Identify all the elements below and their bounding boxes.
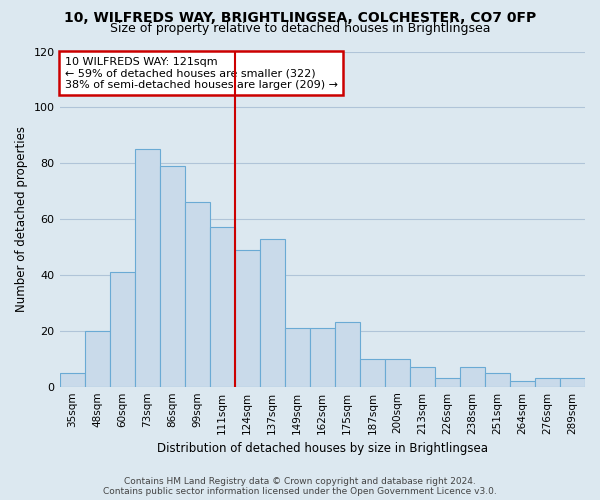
Bar: [209, 228, 235, 386]
Text: Contains HM Land Registry data © Crown copyright and database right 2024.
Contai: Contains HM Land Registry data © Crown c…: [103, 476, 497, 496]
Bar: [185, 202, 209, 386]
Bar: [410, 367, 435, 386]
Bar: [160, 166, 185, 386]
Bar: [310, 328, 335, 386]
Bar: [59, 372, 85, 386]
Text: 10, WILFREDS WAY, BRIGHTLINGSEA, COLCHESTER, CO7 0FP: 10, WILFREDS WAY, BRIGHTLINGSEA, COLCHES…: [64, 11, 536, 25]
Bar: [134, 150, 160, 386]
Bar: [110, 272, 134, 386]
Bar: [360, 358, 385, 386]
Bar: [435, 378, 460, 386]
Bar: [510, 381, 535, 386]
Bar: [560, 378, 585, 386]
Bar: [485, 372, 510, 386]
Bar: [385, 358, 410, 386]
Y-axis label: Number of detached properties: Number of detached properties: [15, 126, 28, 312]
Bar: [335, 322, 360, 386]
Bar: [260, 238, 285, 386]
Bar: [460, 367, 485, 386]
Bar: [235, 250, 260, 386]
Bar: [285, 328, 310, 386]
Bar: [535, 378, 560, 386]
Text: Size of property relative to detached houses in Brightlingsea: Size of property relative to detached ho…: [110, 22, 490, 35]
X-axis label: Distribution of detached houses by size in Brightlingsea: Distribution of detached houses by size …: [157, 442, 488, 455]
Bar: [85, 331, 110, 386]
Text: 10 WILFREDS WAY: 121sqm
← 59% of detached houses are smaller (322)
38% of semi-d: 10 WILFREDS WAY: 121sqm ← 59% of detache…: [65, 56, 338, 90]
